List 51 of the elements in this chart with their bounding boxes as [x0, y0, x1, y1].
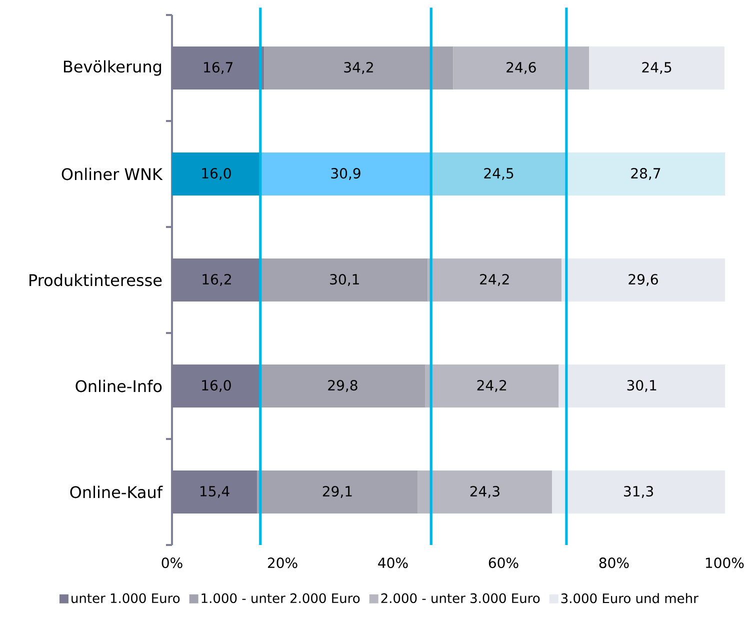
- bar: [428, 258, 562, 302]
- data-label: 16,0: [202, 380, 231, 392]
- data-label: 29,8: [328, 380, 358, 392]
- data-label: 24,3: [470, 486, 500, 498]
- x-tick-label: 20%: [268, 558, 298, 568]
- bar: [172, 152, 260, 196]
- data-label: 24,5: [642, 62, 672, 74]
- bar: [589, 46, 724, 90]
- data-label: 28,7: [631, 168, 660, 180]
- legend-label: 2.000 - unter 3.000 Euro: [381, 593, 540, 604]
- bar: [260, 364, 426, 408]
- bar: [453, 46, 590, 90]
- data-label: 15,4: [200, 486, 230, 498]
- y-tick-label: Produktinteresse: [30, 274, 162, 286]
- data-label: 30,1: [330, 274, 359, 286]
- x-tick-label: 80%: [599, 558, 629, 568]
- y-tick-label: Onliner WNK: [62, 168, 163, 180]
- data-label: 24,5: [484, 168, 514, 180]
- data-label: 16,0: [202, 168, 231, 180]
- data-label: 31,3: [624, 486, 653, 498]
- data-label: 16,2: [202, 274, 231, 286]
- legend-label: unter 1.000 Euro: [72, 593, 180, 604]
- data-label: 30,1: [627, 380, 656, 392]
- legend-label: 3.000 Euro und mehr: [561, 593, 698, 604]
- bar: [552, 470, 726, 514]
- bar: [261, 258, 428, 302]
- bar: [264, 46, 454, 90]
- bar: [257, 470, 418, 514]
- data-label: 24,6: [506, 62, 536, 74]
- x-tick-label: 0%: [162, 558, 182, 568]
- bar: [561, 258, 726, 302]
- bar: [558, 364, 726, 408]
- data-label: 24,2: [477, 380, 506, 392]
- data-label: 29,1: [322, 486, 352, 498]
- bar: [418, 470, 552, 514]
- x-tick-label: 100%: [706, 558, 744, 568]
- y-tick-label: Online-Info: [76, 380, 162, 392]
- bar: [425, 364, 559, 408]
- x-tick-label: 60%: [488, 558, 518, 568]
- bar: [431, 152, 566, 196]
- data-label: 16,7: [204, 62, 233, 74]
- bar: [566, 152, 726, 196]
- data-label: 30,9: [331, 168, 360, 180]
- y-tick-label: Bevölkerung: [64, 60, 162, 76]
- data-label: 34,2: [344, 62, 373, 74]
- x-tick-label: 40%: [378, 558, 408, 568]
- data-label: 24,2: [480, 274, 509, 286]
- data-label: 29,6: [628, 274, 658, 286]
- bar: [260, 152, 432, 196]
- y-tick-label: Online-Kauf: [70, 486, 163, 498]
- legend-label: 1.000 - unter 2.000 Euro: [202, 593, 360, 604]
